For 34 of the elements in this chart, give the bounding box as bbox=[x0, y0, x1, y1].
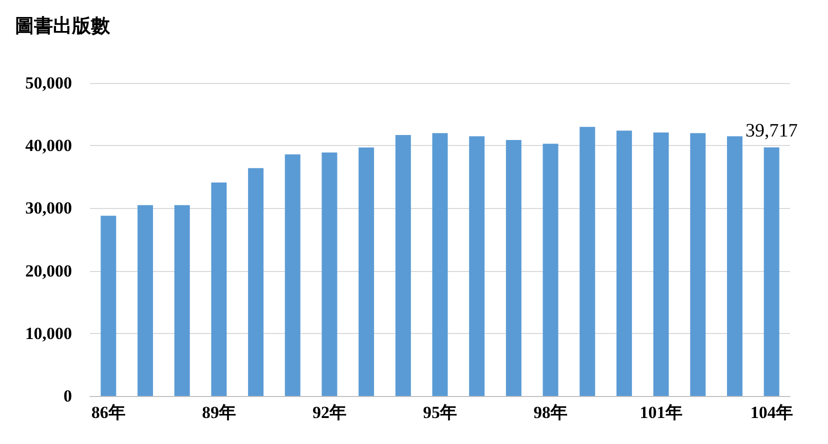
bar bbox=[469, 136, 485, 396]
x-tick-label: 86年 bbox=[91, 403, 126, 422]
bar bbox=[506, 140, 522, 396]
bar bbox=[616, 130, 632, 396]
bar bbox=[542, 144, 558, 396]
bar bbox=[174, 205, 190, 396]
bar bbox=[322, 152, 338, 396]
bar bbox=[580, 126, 596, 396]
bar bbox=[284, 154, 300, 396]
bar bbox=[764, 147, 780, 396]
y-tick-label: 30,000 bbox=[25, 198, 72, 218]
bar bbox=[432, 133, 448, 396]
bar bbox=[395, 134, 411, 396]
y-tick-label: 40,000 bbox=[25, 136, 72, 156]
y-tick-label: 0 bbox=[64, 386, 72, 406]
y-tick-label: 10,000 bbox=[25, 324, 72, 343]
bar bbox=[653, 132, 669, 396]
y-tick-label: 50,000 bbox=[25, 74, 72, 92]
y-tick-label: 20,000 bbox=[25, 261, 72, 280]
x-tick-label: 95年 bbox=[423, 403, 457, 422]
bar bbox=[100, 216, 116, 396]
bar bbox=[138, 205, 153, 396]
x-tick-label: 104年 bbox=[750, 403, 793, 422]
bar bbox=[211, 182, 227, 396]
chart-title: 圖書出版數 bbox=[15, 15, 111, 37]
x-tick-label: 92年 bbox=[312, 403, 346, 422]
data-label: 39,717 bbox=[745, 120, 798, 142]
x-tick-label: 101年 bbox=[640, 403, 682, 422]
x-tick-label: 98年 bbox=[534, 403, 568, 422]
bar bbox=[358, 147, 374, 396]
bar bbox=[727, 136, 742, 396]
bar bbox=[248, 168, 264, 396]
bar bbox=[690, 133, 706, 396]
x-tick-label: 89年 bbox=[202, 403, 236, 422]
